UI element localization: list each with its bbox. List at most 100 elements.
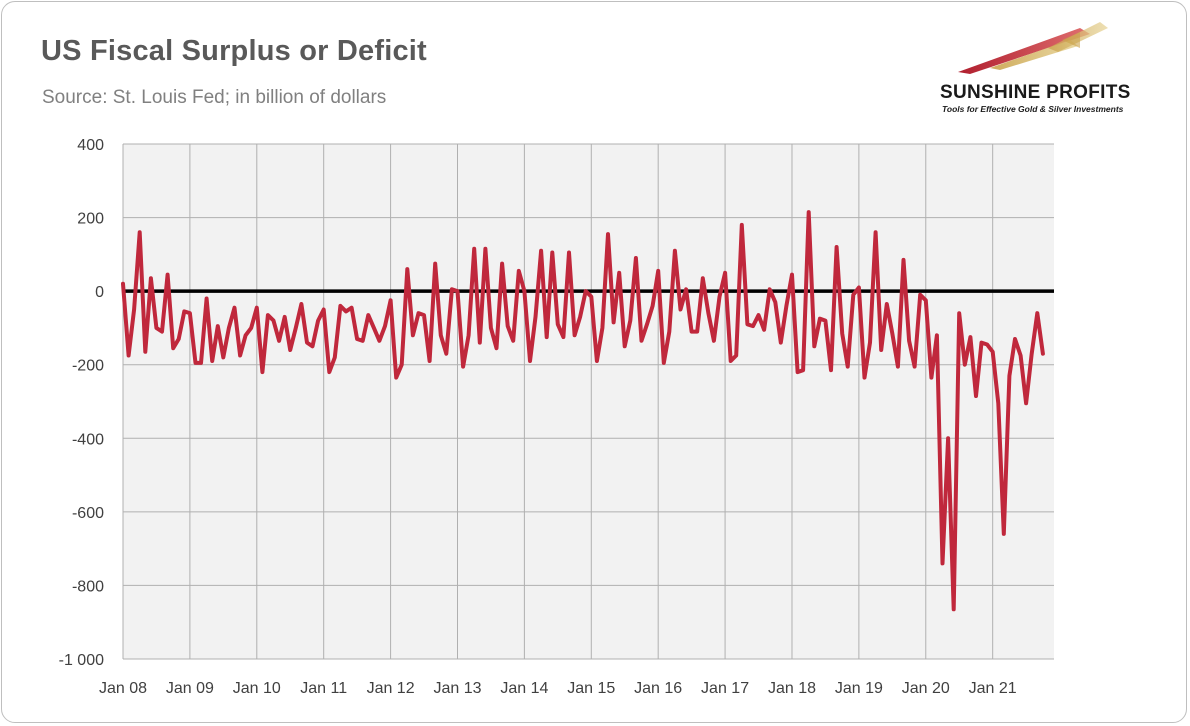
logo-tagline: Tools for Effective Gold & Silver Invest… [942,104,1124,114]
data-point [511,339,515,343]
y-tick-label: -400 [72,431,104,448]
x-tick-label: Jan 17 [701,680,749,697]
data-point [952,607,956,611]
data-point [980,341,983,345]
data-point [790,273,794,277]
data-point [299,302,303,306]
data-point [305,341,309,345]
data-point [662,361,666,365]
data-point [539,249,543,253]
data-point [210,359,214,363]
data-point [377,339,381,343]
data-point [244,333,248,337]
data-point [957,311,961,315]
data-point [143,350,147,354]
chart-title: US Fiscal Surplus or Deficit [41,35,427,67]
data-point [712,339,716,343]
data-point [846,365,850,369]
data-point [600,326,604,330]
x-tick-label: Jan 18 [768,680,816,697]
vertical-gridlines [122,144,994,659]
data-point [489,326,493,330]
x-tick-label: Jan 15 [567,680,615,697]
data-point [316,319,320,323]
data-point [751,324,755,328]
data-point [589,295,593,299]
data-point [1013,337,1017,341]
x-tick-label: Jan 20 [902,680,950,697]
data-point [188,311,192,315]
data-point [467,333,471,337]
data-point [929,376,933,380]
x-tick-label: Jan 19 [835,680,883,697]
data-point [902,258,905,262]
data-point [255,306,259,310]
data-point [667,330,671,334]
data-point [294,326,298,330]
data-point [260,370,264,374]
data-point [796,370,800,374]
data-point [506,324,510,328]
data-point [924,298,928,302]
data-point [695,330,699,334]
data-point [974,394,978,398]
data-point [941,561,944,565]
data-point [428,359,432,363]
data-point [946,436,950,440]
data-point [578,315,582,319]
data-point [1030,352,1034,356]
data-point [522,289,526,293]
data-point [216,324,220,328]
data-point [723,271,727,275]
data-point [1035,311,1039,315]
data-point [673,249,677,253]
data-point [612,320,616,324]
data-point [121,282,125,286]
data-point [784,304,788,308]
data-point [171,346,175,350]
x-tick-label: Jan 12 [367,680,415,697]
data-point [417,311,420,315]
data-point [495,346,498,350]
data-point [684,287,688,291]
x-tick-label: Jan 13 [433,680,481,697]
data-point [701,276,705,280]
data-point [517,269,521,273]
data-point [890,331,894,335]
x-tick-label: Jan 14 [500,680,548,697]
data-point [734,354,738,357]
data-points [121,210,1045,611]
data-point [617,271,621,275]
data-point [149,276,153,280]
data-point [835,245,839,249]
data-point [561,335,565,339]
y-tick-label: -800 [72,578,104,595]
data-point [366,313,370,317]
data-point [266,313,270,317]
data-point [1007,374,1011,378]
data-point [400,363,404,367]
data-point [595,359,599,363]
data-point [344,309,348,313]
data-point [227,326,231,330]
data-point [322,308,326,311]
data-point [160,330,164,334]
data-point [556,322,560,326]
data-point [623,344,627,348]
data-point [205,297,209,300]
y-axis-tick-labels: 400 200 0 -200 -400 -600 -800 -1 000 [59,137,104,669]
data-point [573,333,577,337]
data-point [963,363,967,367]
data-point [450,287,454,291]
data-point [461,365,465,369]
data-point [127,354,131,357]
x-axis-tick-labels: Jan 08 Jan 09 Jan 10 Jan 11 Jan 12 Jan 13 Jan … [99,680,1017,697]
chart-subtitle: Source: St. Louis Fed; in billion of dol… [42,87,387,108]
data-point [333,355,337,359]
data-point [483,247,487,251]
data-point [634,256,638,260]
data-point [1019,354,1023,357]
data-point [405,267,409,271]
data-point [233,306,236,310]
